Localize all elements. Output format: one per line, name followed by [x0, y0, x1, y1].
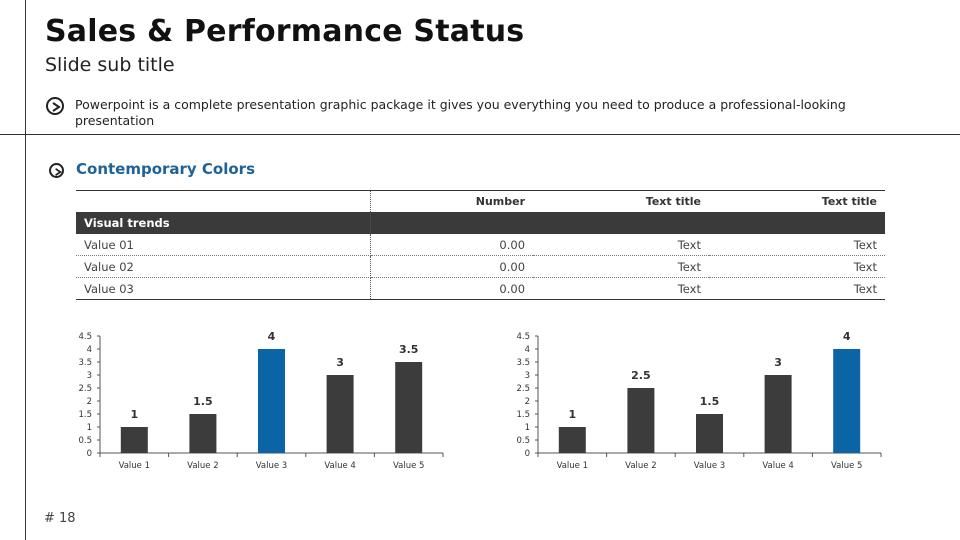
bar — [189, 414, 217, 453]
y-tick-label: 1 — [87, 423, 92, 433]
data-label: 1 — [130, 408, 138, 421]
x-tick-label: Value 3 — [256, 461, 287, 471]
x-tick-label: Value 1 — [557, 461, 588, 471]
y-tick-label: 3.5 — [516, 358, 530, 368]
data-label: 4 — [268, 330, 276, 343]
table-cell-number: 0.00 — [370, 234, 534, 256]
x-tick-label: Value 5 — [393, 461, 424, 471]
y-tick-label: 0 — [525, 449, 530, 459]
table-cell-text: Text — [533, 234, 709, 256]
bar — [627, 388, 655, 453]
data-label: 3 — [336, 356, 344, 369]
bar — [764, 375, 792, 453]
data-label: 1.5 — [193, 395, 213, 408]
slide-subtitle: Slide sub title — [45, 54, 175, 76]
table-header-text-title: Text title — [645, 195, 701, 208]
section-heading: Contemporary Colors — [76, 160, 256, 178]
table-header-cell — [76, 190, 371, 212]
table-cell-text: Text — [533, 277, 709, 300]
bar — [833, 349, 861, 453]
data-label: 1.5 — [700, 395, 720, 408]
slide-title: Sales & Performance Status — [45, 14, 525, 49]
bar-chart-right: 0 0.5 1 1.5 2 2.5 3 3.5 4 4.5 1 Value 1 2.5 Value 2 1.… — [503, 318, 943, 478]
table-row: Value 03 0.00 Text Text — [76, 277, 885, 300]
table-cell-number: 0.00 — [370, 255, 534, 278]
table-band-row: Visual trends — [76, 212, 885, 234]
bar — [258, 349, 285, 453]
table-cell-label: Value 02 — [76, 255, 371, 278]
bar — [558, 427, 586, 453]
bar-chart-left-svg: 0 0.5 1 1.5 2 2.5 3 3.5 4 4.5 1 Value 1 1.5 Value 2 4 V… — [78, 330, 444, 471]
data-label: 3 — [774, 356, 782, 369]
table-band-label: Visual trends — [76, 212, 371, 234]
bar — [696, 414, 723, 453]
x-tick-label: Value 2 — [625, 461, 656, 471]
arrow-circle-icon — [49, 163, 64, 178]
y-tick-label: 2.5 — [78, 384, 92, 394]
bar-chart-left: 0 0.5 1 1.5 2 2.5 3 3.5 4 4.5 1 Value 1 1.5 Value 2 4 V… — [65, 318, 505, 478]
table-header-row: Number Text title Text title — [76, 190, 885, 212]
table-cell-label: Value 03 — [76, 277, 371, 300]
table-row: Value 01 0.00 Text Text — [76, 234, 885, 256]
y-tick-label: 2 — [87, 397, 92, 407]
y-tick-label: 4 — [525, 345, 530, 355]
y-tick-label: 0.5 — [78, 436, 92, 446]
x-tick-label: Value 4 — [324, 461, 355, 471]
y-tick-label: 3 — [87, 371, 92, 381]
bar — [326, 375, 354, 453]
y-tick-label: 1.5 — [516, 410, 530, 420]
y-tick-label: 4.5 — [78, 332, 92, 342]
y-tick-label: 1 — [525, 423, 530, 433]
data-label: 2.5 — [631, 369, 651, 382]
data-label: 3.5 — [399, 343, 419, 356]
y-tick-label: 2 — [525, 397, 530, 407]
y-tick-label: 1.5 — [78, 410, 92, 420]
table-band-cell — [709, 212, 885, 234]
y-tick-label: 2.5 — [516, 384, 530, 394]
table-header-number: Number — [475, 195, 526, 208]
header-divider-line — [0, 134, 960, 135]
left-divider-line — [25, 0, 26, 540]
bar — [395, 362, 423, 453]
arrow-circle-icon — [46, 97, 64, 115]
x-tick-label: Value 3 — [694, 461, 725, 471]
page-number: # 18 — [44, 511, 76, 526]
slide-description: Powerpoint is a complete presentation gr… — [75, 97, 846, 128]
x-tick-label: Value 2 — [187, 461, 218, 471]
y-tick-label: 3 — [525, 371, 530, 381]
y-tick-label: 3.5 — [78, 358, 92, 368]
table-band-cell — [370, 212, 534, 234]
bar-chart-right-svg: 0 0.5 1 1.5 2 2.5 3 3.5 4 4.5 1 Value 1 2.5 Value 2 1.… — [516, 330, 882, 471]
table-cell-text: Text — [709, 255, 885, 278]
table-band-cell — [533, 212, 709, 234]
y-tick-label: 4 — [87, 345, 92, 355]
x-tick-label: Value 1 — [119, 461, 150, 471]
y-tick-label: 4.5 — [516, 332, 530, 342]
x-tick-label: Value 4 — [762, 461, 793, 471]
bar — [120, 427, 148, 453]
table-cell-label: Value 01 — [76, 234, 371, 256]
data-label: 4 — [843, 330, 851, 343]
table-cell-text: Text — [533, 255, 709, 278]
table-header-text-title: Text title — [821, 195, 877, 208]
data-label: 1 — [568, 408, 576, 421]
table-cell-text: Text — [709, 277, 885, 300]
y-tick-label: 0.5 — [516, 436, 530, 446]
table-cell-number: 0.00 — [370, 277, 534, 300]
table-row: Value 02 0.00 Text Text — [76, 255, 885, 278]
y-tick-label: 0 — [87, 449, 92, 459]
data-table: Number Text title Text title Visual tren… — [76, 190, 885, 300]
x-tick-label: Value 5 — [831, 461, 862, 471]
table-cell-text: Text — [709, 234, 885, 256]
